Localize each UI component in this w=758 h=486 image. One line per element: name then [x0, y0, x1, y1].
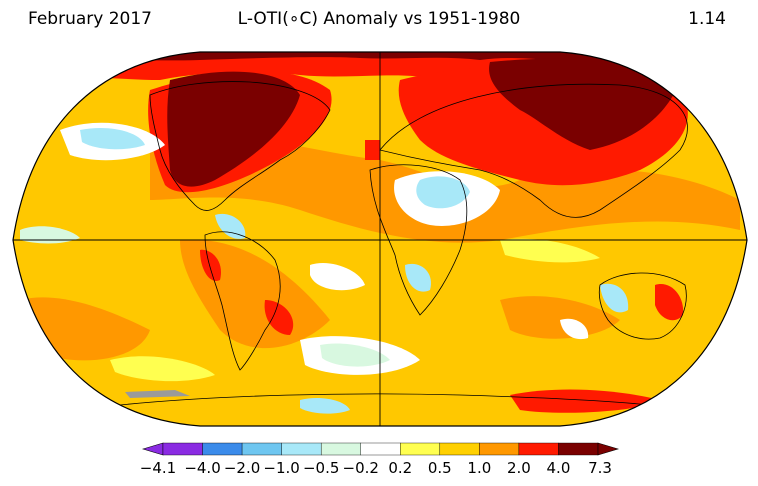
- colorbar-tick-label: 2.0: [507, 459, 531, 477]
- coastlines: [119, 81, 691, 411]
- colorbar-swatch: [281, 442, 322, 456]
- colorbar-swatch: [439, 442, 480, 456]
- australia-coast: [598, 272, 687, 340]
- colorbar-tick-label: 0.5: [428, 459, 452, 477]
- colorbar-swatch: [202, 442, 243, 456]
- southern-ocean-hot: [510, 389, 660, 413]
- south-atlantic-neutral: [310, 262, 365, 291]
- colorbar-tick-label: 1.0: [467, 459, 491, 477]
- no-data-region: [125, 390, 190, 398]
- colorbar-tick-label: 7.3: [588, 459, 612, 477]
- south-africa-cool: [405, 263, 431, 292]
- north-pacific-cool: [80, 127, 145, 150]
- colorbar-swatch: [400, 442, 441, 456]
- colorbar-swatch: [479, 442, 520, 456]
- africa-coast: [369, 164, 468, 316]
- western-europe-hot: [365, 140, 380, 160]
- colorbar: −4.1 −4.0 −2.0 −1.0 −0.5 −0.2 0.2 0.5 1.0 2.0 4.0 7…: [140, 442, 620, 477]
- north-america-coast: [149, 81, 331, 211]
- colorbar-swatch: [360, 442, 401, 456]
- caribbean-cool: [215, 213, 246, 239]
- indian-ocean-neutral: [560, 318, 589, 340]
- colorbar-tick-label: −0.2: [343, 459, 379, 477]
- south-america-hot: [264, 300, 294, 335]
- global-mean-value: 1.14: [688, 9, 726, 29]
- colorbar-tick-label: −4.1: [140, 459, 176, 477]
- colorbar-arrow-left: [141, 442, 164, 456]
- antarctic-coast-cool: [300, 398, 350, 414]
- map-title: L-OTI(∘C) Anomaly vs 1951-1980: [237, 9, 521, 29]
- colorbar-tick-label: −1.0: [263, 459, 299, 477]
- middle-east-cool: [416, 176, 470, 209]
- south-pacific-warm: [20, 297, 150, 361]
- pacific-slight-cool: [20, 226, 80, 244]
- siberia-very-hot: [489, 58, 680, 151]
- colorbar-arrow-right: [597, 442, 620, 456]
- colorbar-tick-label: −4.0: [184, 459, 220, 477]
- colorbar-swatch: [320, 442, 361, 456]
- peru-hot: [200, 249, 221, 281]
- colorbar-swatch: [558, 442, 599, 456]
- colorbar-tick-label: −0.5: [303, 459, 339, 477]
- colorbar-tick-label: 4.0: [547, 459, 571, 477]
- southern-atlantic-slight-cool: [320, 343, 390, 367]
- colorbar-swatch: [241, 442, 282, 456]
- eurasia-coast: [379, 83, 688, 218]
- month-year-label: February 2017: [28, 9, 152, 29]
- colorbar-tick-label: 0.2: [388, 459, 412, 477]
- east-australia-hot: [655, 284, 684, 321]
- colorbar-tick-label: −2.0: [224, 459, 260, 477]
- indian-ocean-warm: [500, 296, 620, 339]
- colorbar-swatch: [518, 442, 559, 456]
- antarctica-coast: [119, 393, 691, 411]
- south-america-coast: [204, 231, 281, 371]
- colorbar-swatch: [162, 442, 203, 456]
- west-australia-cool: [600, 283, 629, 313]
- north-america-very-hot: [167, 71, 300, 187]
- equatorial-indian-slight-warm: [500, 238, 600, 263]
- south-pacific-slight-warm: [110, 356, 215, 382]
